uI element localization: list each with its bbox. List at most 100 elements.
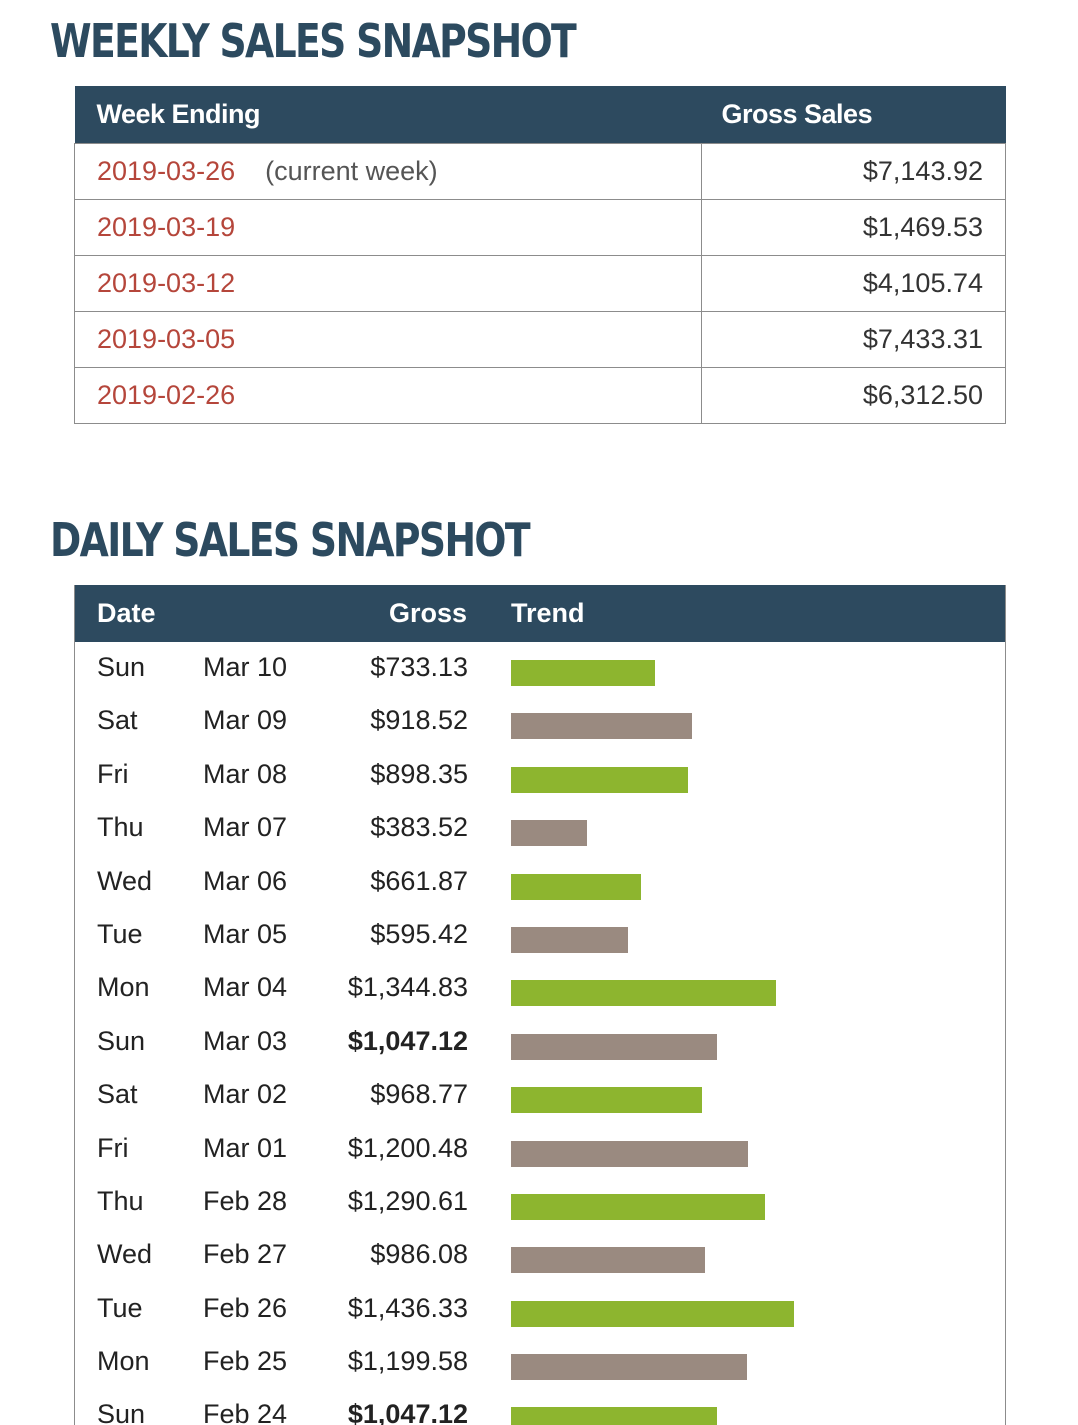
week-ending-cell: 2019-03-19 bbox=[74, 199, 702, 256]
gross-sales-cell: $7,143.92 bbox=[701, 143, 1006, 200]
table-row: Thu Feb 28 $1,290.61 bbox=[75, 1176, 1005, 1229]
trend-bar bbox=[511, 980, 776, 1007]
day-cell: Wed bbox=[97, 1239, 153, 1270]
gross-cell: $1,344.83 bbox=[347, 972, 468, 1003]
gross-cell: $898.35 bbox=[370, 758, 468, 789]
gross-cell: $383.52 bbox=[370, 812, 468, 843]
date-cell: Feb 25 bbox=[203, 1346, 288, 1377]
gross-cell: $1,200.48 bbox=[347, 1132, 468, 1163]
daily-sales-table: Date Gross Trend Sun Mar 10 $733.13 Sat Mar … bbox=[74, 585, 1006, 1425]
table-row: Thu Mar 07 $383.52 bbox=[75, 802, 1005, 855]
table-row: 2019-02-26 $6,312.50 bbox=[74, 367, 1006, 424]
date-cell: Feb 24 bbox=[203, 1399, 288, 1425]
current-week-note: (current week) bbox=[265, 156, 438, 186]
date-cell: Mar 06 bbox=[203, 865, 288, 896]
gross-cell: $595.42 bbox=[370, 918, 468, 949]
date-cell: Mar 01 bbox=[203, 1132, 288, 1163]
trend-header: Trend bbox=[511, 598, 585, 628]
trend-bar bbox=[511, 1300, 794, 1327]
gross-cell: $1,199.58 bbox=[347, 1346, 468, 1377]
gross-cell: $1,290.61 bbox=[347, 1185, 468, 1216]
date-cell: Mar 10 bbox=[203, 652, 288, 682]
day-cell: Mon bbox=[97, 1346, 150, 1377]
date-cell: Mar 08 bbox=[203, 758, 288, 789]
table-row: Sun Feb 24 $1,047.12 bbox=[75, 1389, 1005, 1425]
day-cell: Tue bbox=[97, 1292, 143, 1323]
date-cell: Feb 26 bbox=[203, 1292, 288, 1323]
table-row: Sat Mar 02 $968.77 bbox=[75, 1069, 1005, 1122]
gross-header: Gross bbox=[388, 598, 467, 628]
daily-rows: Sun Mar 10 $733.13 Sat Mar 09 $918.52 Fri Mar 0… bbox=[75, 642, 1005, 1425]
gross-cell: $733.13 bbox=[370, 652, 468, 682]
day-cell: Sun bbox=[97, 652, 146, 682]
date-cell: Feb 27 bbox=[203, 1239, 288, 1270]
date-cell: Mar 05 bbox=[203, 918, 288, 949]
day-cell: Thu bbox=[97, 812, 144, 843]
table-row: Fri Mar 08 $898.35 bbox=[75, 749, 1005, 802]
week-date: 2019-03-26 bbox=[97, 156, 236, 186]
date-cell: Mar 09 bbox=[203, 705, 288, 736]
table-row: Tue Feb 26 $1,436.33 bbox=[75, 1283, 1005, 1336]
day-cell: Sat bbox=[97, 1079, 138, 1110]
day-cell: Wed bbox=[97, 865, 153, 896]
weekly-header-row: Week Ending Gross Sales bbox=[74, 86, 1006, 144]
trend-bar bbox=[511, 820, 587, 847]
table-row: 2019-03-12 $4,105.74 bbox=[74, 255, 1006, 312]
gross-sales-cell: $4,105.74 bbox=[701, 255, 1006, 312]
day-cell: Sun bbox=[97, 1025, 146, 1056]
trend-bar bbox=[511, 1140, 748, 1167]
table-row: Mon Mar 04 $1,344.83 bbox=[75, 962, 1005, 1015]
trend-bar bbox=[511, 660, 655, 686]
day-cell: Fri bbox=[97, 1132, 129, 1163]
daily-section-title: DAILY SALES SNAPSHOT bbox=[50, 513, 531, 567]
weekly-sales-table: Week Ending Gross Sales 2019-03-26 (curre… bbox=[74, 86, 1006, 424]
day-cell: Thu bbox=[97, 1185, 144, 1216]
day-cell: Sun bbox=[97, 1399, 146, 1425]
day-cell: Mon bbox=[97, 972, 150, 1003]
gross-sales-header: Gross Sales bbox=[701, 86, 1006, 144]
week-ending-cell: 2019-02-26 bbox=[74, 367, 702, 424]
week-ending-cell: 2019-03-05 bbox=[74, 311, 702, 368]
gross-sales-cell: $7,433.31 bbox=[701, 311, 1006, 368]
table-row: Fri Mar 01 $1,200.48 bbox=[75, 1123, 1005, 1176]
gross-cell: $1,436.33 bbox=[347, 1292, 468, 1323]
week-ending-header: Week Ending bbox=[74, 86, 702, 144]
gross-cell: $661.87 bbox=[370, 865, 468, 896]
gross-cell: $1,047.12 bbox=[347, 1025, 468, 1056]
date-header: Date bbox=[97, 598, 156, 628]
daily-header-row: Date Gross Trend bbox=[75, 585, 1005, 642]
gross-sales-cell: $6,312.50 bbox=[701, 367, 1006, 424]
date-cell: Feb 28 bbox=[203, 1185, 288, 1216]
trend-bar bbox=[511, 1247, 705, 1274]
table-row: Wed Feb 27 $986.08 bbox=[75, 1229, 1005, 1282]
week-date: 2019-03-19 bbox=[97, 212, 236, 242]
trend-bar bbox=[511, 1193, 765, 1220]
table-row: Sun Mar 03 $1,047.12 bbox=[75, 1016, 1005, 1069]
day-cell: Sat bbox=[97, 705, 138, 736]
date-cell: Mar 03 bbox=[203, 1025, 288, 1056]
trend-bar bbox=[511, 713, 692, 740]
date-cell: Mar 02 bbox=[203, 1079, 288, 1110]
week-date: 2019-03-05 bbox=[97, 324, 236, 354]
week-date: 2019-03-12 bbox=[97, 268, 236, 298]
table-row: 2019-03-05 $7,433.31 bbox=[74, 311, 1006, 368]
trend-bar bbox=[511, 1033, 717, 1060]
gross-sales-cell: $1,469.53 bbox=[701, 199, 1006, 256]
gross-cell: $968.77 bbox=[370, 1079, 468, 1110]
table-row: 2019-03-26 (current week) $7,143.92 bbox=[74, 143, 1006, 200]
trend-bar bbox=[511, 766, 688, 793]
date-cell: Mar 04 bbox=[203, 972, 288, 1003]
gross-cell: $1,047.12 bbox=[347, 1399, 468, 1425]
table-row: Sun Mar 10 $733.13 bbox=[75, 642, 1005, 695]
weekly-section-title: WEEKLY SALES SNAPSHOT bbox=[50, 14, 577, 68]
week-ending-cell: 2019-03-26 (current week) bbox=[74, 143, 702, 200]
trend-bar bbox=[511, 926, 628, 953]
table-row: Tue Mar 05 $595.42 bbox=[75, 909, 1005, 962]
table-row: Sat Mar 09 $918.52 bbox=[75, 695, 1005, 748]
trend-bar bbox=[511, 1087, 702, 1114]
day-cell: Tue bbox=[97, 918, 143, 949]
week-ending-cell: 2019-03-12 bbox=[74, 255, 702, 312]
trend-bar bbox=[511, 873, 641, 900]
table-row: Wed Mar 06 $661.87 bbox=[75, 856, 1005, 909]
day-cell: Fri bbox=[97, 758, 129, 789]
